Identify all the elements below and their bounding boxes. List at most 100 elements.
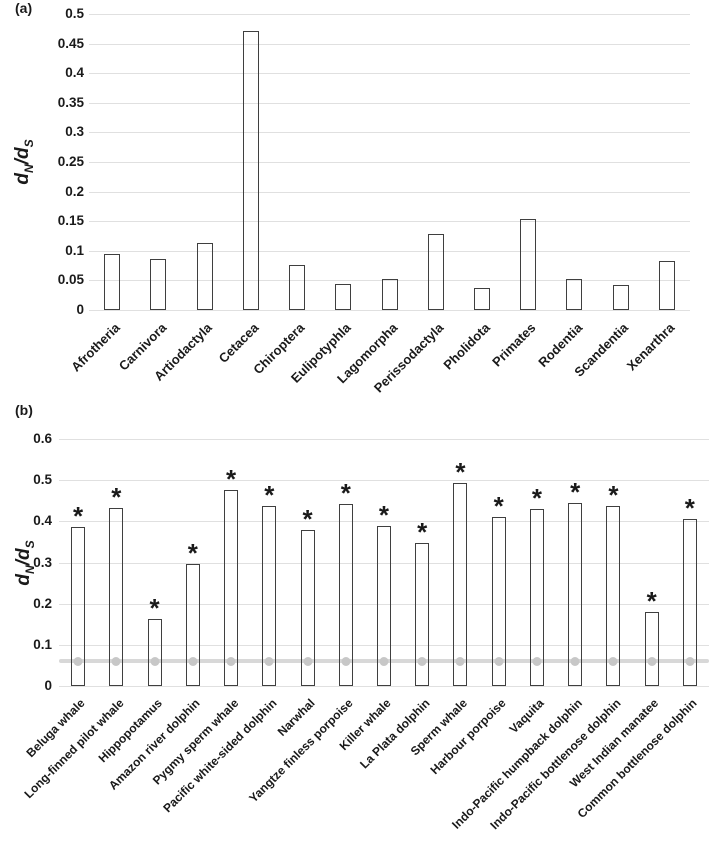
reference-marker-dot — [455, 656, 465, 666]
category-slot: Scandentia — [572, 14, 644, 380]
reference-marker-dot — [150, 656, 160, 666]
bar — [376, 526, 391, 686]
category-slot: Cetacea — [216, 14, 274, 366]
reference-marker-dot — [111, 656, 121, 666]
category-label: Xenarthra — [624, 320, 678, 374]
gridline — [89, 192, 690, 193]
y-tick-label: 0.2 — [33, 595, 52, 611]
significance-asterisk: * — [608, 480, 619, 511]
category-slot: Carnivora — [115, 14, 181, 374]
y-tick-label: 0.45 — [57, 35, 84, 51]
significance-asterisk: * — [149, 592, 160, 623]
panel-b-label: (b) — [15, 402, 33, 418]
bar — [529, 508, 544, 686]
bar — [427, 234, 444, 310]
bar — [335, 283, 352, 310]
bar — [606, 506, 621, 686]
bar — [658, 261, 675, 310]
y-tick-label: 0 — [44, 678, 52, 693]
y-tick-label: 0.2 — [65, 183, 84, 199]
y-axis-title-sub-s: S — [21, 139, 36, 148]
gridline — [89, 280, 690, 281]
bar — [150, 259, 167, 310]
gridline — [89, 14, 690, 15]
reference-marker-dot — [685, 656, 695, 666]
significance-asterisk: * — [493, 491, 504, 522]
reference-marker-dot — [532, 656, 542, 666]
reference-marker-dot — [264, 656, 274, 666]
y-tick-label: 0.05 — [57, 272, 84, 288]
gridline — [89, 132, 690, 133]
panel-b-y-axis-title: dN/dS — [13, 540, 37, 585]
significance-asterisk: * — [340, 478, 351, 509]
y-axis-title-slash-d: /d — [13, 547, 34, 565]
bar — [242, 30, 259, 310]
reference-marker-dot — [417, 656, 427, 666]
y-axis-title-slash-d: /d — [12, 147, 33, 165]
bar — [147, 618, 162, 686]
category-slot: * Indo-Pacific bottlenose dolphin — [487, 439, 632, 832]
category-slot: Chiroptera — [251, 14, 320, 377]
bar — [568, 503, 583, 686]
gridline — [59, 604, 709, 605]
significance-asterisk: * — [684, 493, 695, 524]
category-slot: * Beluga whale — [24, 439, 97, 760]
significance-asterisk: * — [264, 479, 275, 510]
y-tick-label: 0.4 — [33, 513, 52, 529]
bar — [491, 517, 506, 686]
category-slot: * Hippopotamus — [95, 439, 173, 765]
bar — [612, 285, 629, 310]
bar — [566, 279, 583, 310]
gridline — [89, 310, 690, 311]
panel-b-plot-area: * Beluga whale * Long-finned pilot whale * Hi… — [21, 439, 709, 832]
gridline — [89, 73, 690, 74]
bar — [381, 279, 398, 310]
gridline — [59, 480, 709, 481]
y-tick-label: 0.6 — [33, 431, 52, 446]
y-tick-label: 0.4 — [65, 65, 84, 81]
bar — [520, 219, 537, 310]
panel-a-category-slots: Afrotheria Carnivora Artiodactyla Cetacea Ch… — [68, 14, 690, 396]
bar — [104, 253, 121, 310]
panel-b: (b) dN/dS 0 0.1 0.2 0.3 0.4 0.5 0.6 * Beluga wh… — [0, 400, 709, 850]
panel-a-plot-area: Afrotheria Carnivora Artiodactyla Cetacea Ch… — [68, 14, 690, 396]
gridline — [59, 645, 709, 646]
significance-asterisk: * — [187, 538, 198, 569]
y-tick-label: 0.3 — [65, 124, 84, 140]
reference-marker-dot — [73, 656, 83, 666]
category-slot: Primates — [489, 14, 551, 369]
bar — [415, 543, 430, 686]
y-tick-label: 0.1 — [65, 242, 84, 258]
panel-b-category-slots: * Beluga whale * Long-finned pilot whale * Hi… — [21, 439, 709, 832]
y-tick-label: 0.15 — [57, 213, 84, 229]
category-slot: * Harbour porpoise — [428, 439, 518, 777]
reference-marker-dot — [188, 656, 198, 666]
category-slot: * Pacific white-sided dolphin — [160, 439, 288, 816]
category-slot: * La Plata dolphin — [357, 439, 441, 771]
category-slot: * Long-finned pilot whale — [21, 439, 135, 801]
category-slot: * Sperm whale — [408, 439, 479, 758]
category-slot: Pholidota — [440, 14, 505, 372]
category-slot: Eulipotyphla — [288, 14, 366, 386]
category-slot: Perissodactyla — [371, 14, 459, 396]
gridline — [89, 103, 690, 104]
significance-asterisk: * — [455, 457, 466, 488]
bar — [473, 288, 490, 310]
significance-asterisk: * — [646, 585, 657, 616]
gridline — [89, 162, 690, 163]
gridline — [59, 686, 709, 687]
category-slot: * Amazon river dolphin — [106, 439, 212, 792]
y-tick-label: 0.1 — [33, 636, 52, 652]
reference-marker-dot — [226, 656, 236, 666]
reference-marker-dot — [570, 656, 580, 666]
significance-asterisk: * — [73, 500, 84, 531]
reference-marker-dot — [341, 656, 351, 666]
significance-asterisk: * — [302, 503, 313, 534]
category-slot: Lagomorpha — [334, 14, 412, 386]
bar — [71, 526, 86, 686]
gridline — [59, 563, 709, 564]
bar — [109, 508, 124, 686]
gridline — [59, 521, 709, 522]
category-label: Afrotheria — [68, 320, 123, 375]
significance-asterisk: * — [570, 477, 581, 508]
